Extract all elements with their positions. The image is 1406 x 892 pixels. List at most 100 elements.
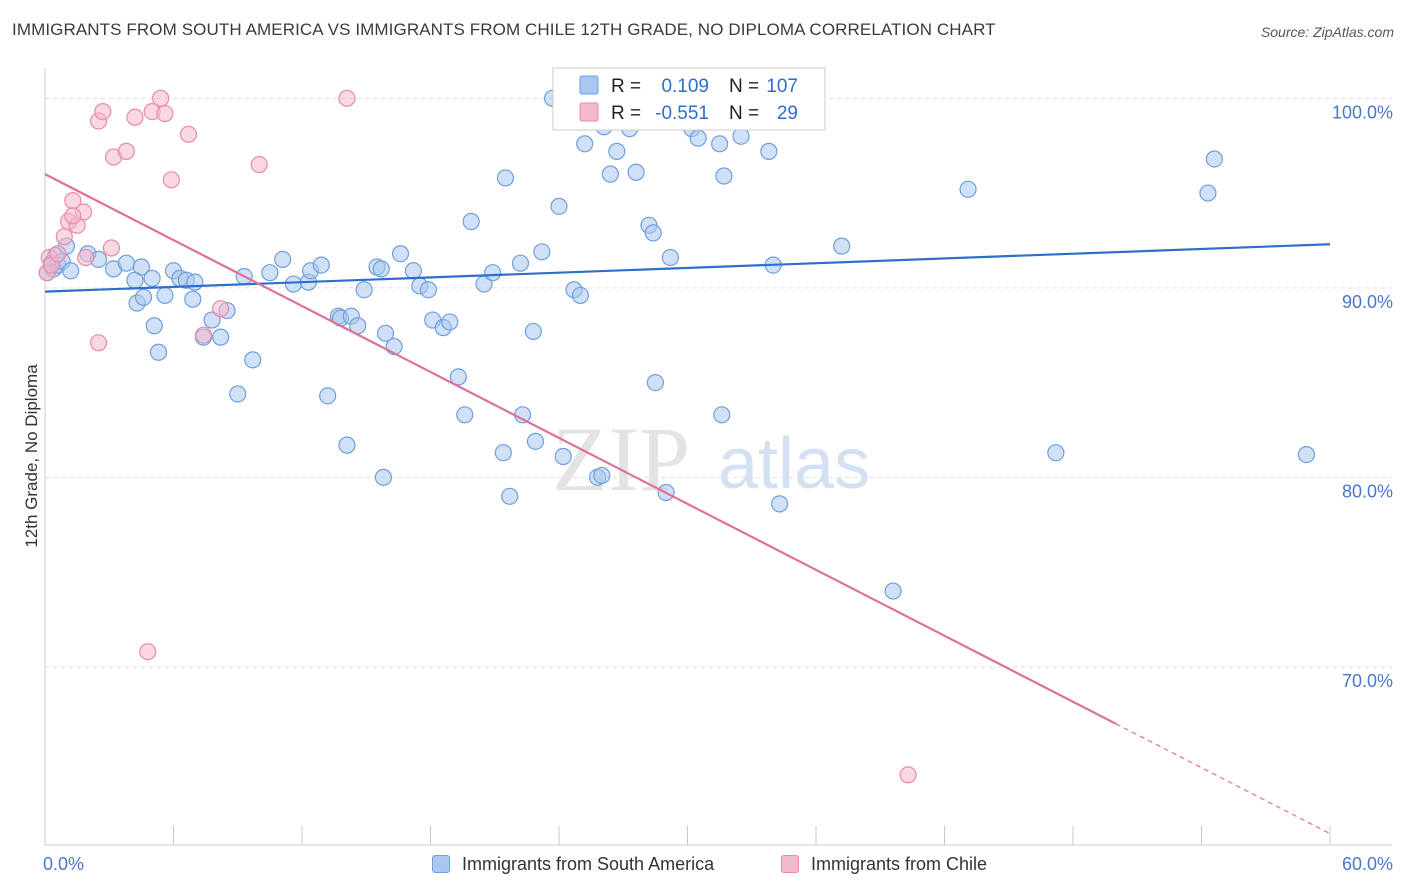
y-tick-label-3: 70.0% bbox=[1342, 671, 1393, 691]
axes bbox=[44, 68, 1392, 846]
y-tick-label-0: 100.0% bbox=[1332, 102, 1393, 122]
pink-point-4 bbox=[55, 228, 73, 246]
blue-point-97 bbox=[884, 582, 902, 600]
legend-n-value-blue: 107 bbox=[766, 76, 798, 97]
gridlines bbox=[45, 97, 1392, 668]
pink-point-19 bbox=[179, 125, 198, 143]
blue-point-32 bbox=[261, 264, 279, 282]
chart-title: IMMIGRANTS FROM SOUTH AMERICA VS IMMIGRA… bbox=[12, 20, 996, 39]
legend-n-label-blue: N = bbox=[729, 76, 759, 97]
bottom-legend-label-pink: Immigrants from Chile bbox=[811, 853, 988, 874]
pink-point-22 bbox=[250, 156, 268, 174]
bottom-legend-chile: Immigrants from Chile bbox=[781, 852, 987, 876]
legend-n-value-pink: 29 bbox=[777, 103, 798, 124]
blue-point-48 bbox=[391, 245, 410, 263]
x-tick-label-1: 60.0% bbox=[1342, 854, 1393, 874]
blue-point-95 bbox=[770, 495, 789, 513]
pink-point-28 bbox=[64, 207, 82, 225]
blue-point-17 bbox=[149, 343, 168, 361]
y-tick-label-2: 80.0% bbox=[1342, 481, 1393, 501]
pink-point-3 bbox=[49, 245, 67, 263]
blue-point-51 bbox=[419, 281, 437, 299]
blue-point-58 bbox=[484, 264, 502, 282]
legend-r-label-blue: R = bbox=[611, 76, 641, 97]
blue-point-77 bbox=[689, 129, 707, 147]
blue-point-69 bbox=[601, 165, 620, 183]
pink-point-21 bbox=[212, 300, 230, 318]
blue-point-70 bbox=[608, 142, 626, 160]
blue-point-96 bbox=[833, 237, 851, 255]
blue-point-100 bbox=[1199, 184, 1217, 202]
x-tick-label-0: 0.0% bbox=[43, 854, 84, 874]
blue-point-72 bbox=[627, 163, 645, 181]
pink-point-11 bbox=[94, 102, 112, 121]
blue-point-87 bbox=[494, 444, 512, 462]
trend-line-south-america bbox=[44, 243, 1331, 293]
blue-point-74 bbox=[644, 224, 662, 242]
legend-r-value-blue: 0.109 bbox=[661, 76, 709, 97]
blue-point-54 bbox=[441, 313, 459, 331]
blue-point-55 bbox=[449, 368, 467, 386]
blue-point-82 bbox=[760, 142, 778, 160]
blue-point-56 bbox=[462, 212, 480, 231]
blue-point-46 bbox=[376, 324, 395, 342]
pink-point-16 bbox=[156, 104, 174, 123]
series-south-america bbox=[38, 89, 1316, 600]
legend-r-label-pink: R = bbox=[611, 103, 641, 124]
blue-point-18 bbox=[145, 317, 163, 335]
watermark-atlas: atlas bbox=[718, 424, 870, 504]
blue-point-7 bbox=[62, 262, 80, 280]
series-chile bbox=[38, 89, 917, 784]
blue-point-43 bbox=[355, 281, 373, 299]
blue-point-66 bbox=[571, 286, 590, 305]
legend-swatch-pink bbox=[579, 102, 599, 122]
bottom-legend-south-america: Immigrants from South America bbox=[432, 852, 714, 876]
pink-point-27 bbox=[102, 239, 120, 257]
blue-point-60 bbox=[511, 254, 530, 272]
blue-point-61 bbox=[524, 322, 542, 341]
pink-point-26 bbox=[899, 766, 917, 784]
blue-point-81 bbox=[732, 127, 750, 145]
legend-n-label-pink: N = bbox=[729, 103, 759, 124]
pink-point-24 bbox=[89, 334, 108, 352]
blue-point-75 bbox=[661, 248, 679, 267]
blue-point-15 bbox=[134, 288, 153, 306]
bottom-legend-label-blue: Immigrants from South America bbox=[462, 853, 715, 874]
blue-point-67 bbox=[576, 135, 594, 153]
blue-point-27 bbox=[212, 328, 230, 346]
blue-point-84 bbox=[338, 436, 356, 454]
y-axis-label: 12th Grade, No Diploma bbox=[22, 364, 41, 548]
blue-point-64 bbox=[550, 197, 568, 215]
blue-point-38 bbox=[319, 387, 337, 405]
blue-point-78 bbox=[711, 135, 729, 153]
legend-swatch-blue bbox=[579, 75, 599, 95]
trend-lines bbox=[44, 173, 1331, 835]
pink-point-9 bbox=[77, 248, 95, 267]
trend-line-chile-extrapolated bbox=[1115, 723, 1331, 835]
pink-point-17 bbox=[152, 89, 170, 107]
blue-point-79 bbox=[715, 167, 733, 185]
blue-point-59 bbox=[496, 169, 515, 187]
tick-labels: 100.0% 90.0% 80.0% 70.0% 0.0% 60.0% bbox=[43, 102, 1393, 874]
pink-point-13 bbox=[117, 142, 135, 160]
blue-point-103 bbox=[554, 447, 572, 466]
blue-point-34 bbox=[284, 275, 303, 293]
pink-point-14 bbox=[126, 108, 144, 126]
blue-point-11 bbox=[117, 254, 135, 272]
pink-point-18 bbox=[162, 171, 180, 189]
pink-point-23 bbox=[338, 89, 356, 107]
trend-line-chile bbox=[44, 173, 1117, 725]
source-label: Source: ZipAtlas.com bbox=[1260, 24, 1394, 40]
blue-point-101 bbox=[1205, 150, 1223, 168]
blue-point-26 bbox=[203, 311, 221, 329]
blue-point-99 bbox=[1047, 444, 1065, 462]
blue-point-30 bbox=[244, 351, 262, 369]
bottom-legend-swatch-pink bbox=[781, 855, 799, 873]
blue-point-24 bbox=[186, 273, 204, 291]
blue-point-23 bbox=[184, 290, 202, 308]
stats-legend: R = 0.109 N = 107 R = -0.551 N = 29 bbox=[552, 67, 826, 131]
blue-point-19 bbox=[156, 286, 174, 305]
blue-point-85 bbox=[374, 468, 392, 486]
blue-point-45 bbox=[372, 260, 390, 278]
